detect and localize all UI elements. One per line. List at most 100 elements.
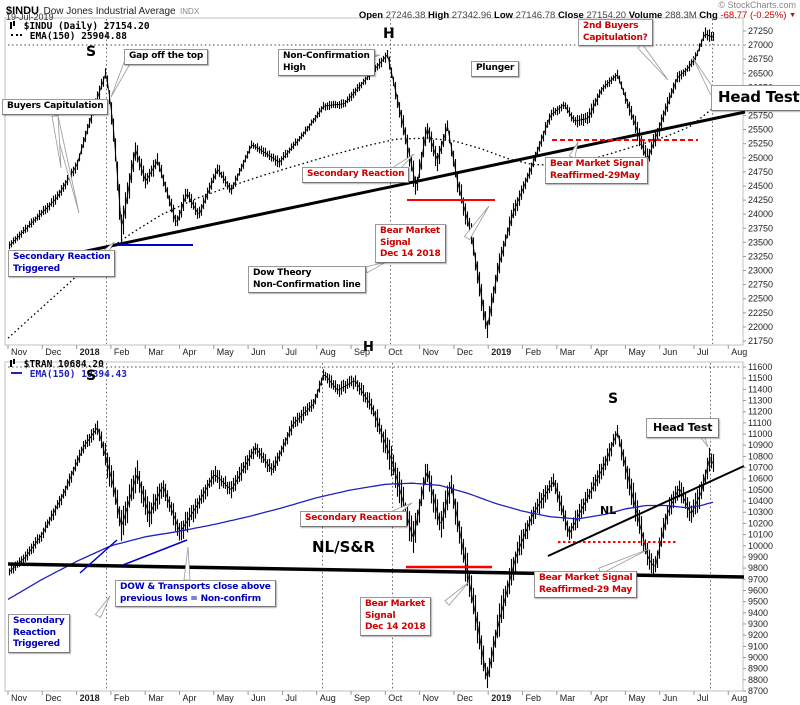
- tran-ema-legend: EMA(150) 10394.43: [11, 369, 127, 380]
- y-tick-label: 27000: [748, 40, 773, 50]
- x-tick-label: Nov: [423, 693, 440, 703]
- x-tick-label: Dec: [45, 693, 62, 703]
- dotted-line-sample-icon: [11, 34, 22, 36]
- x-tick-label: Apr: [183, 693, 197, 703]
- annotation-line: Gap off the top: [129, 51, 204, 61]
- bear-market-reaffirmed-top: Bear Market Signal Reaffirmed-29May: [545, 157, 649, 185]
- chg-down-triangle-icon[interactable]: ▼: [789, 12, 796, 19]
- y-tick-label: 9500: [748, 597, 768, 607]
- bear-market-signal-dec-bottom: Bear Market Signal Dec 14 2018: [360, 597, 431, 637]
- y-tick-label: 10500: [748, 485, 773, 495]
- y-tick-label: 10800: [748, 451, 773, 461]
- annotation-line: Non-Confirmation: [283, 51, 370, 61]
- ema150-line: [7, 482, 714, 600]
- annotation-line: S: [608, 391, 619, 407]
- non-confirm-blue-line-1: [79, 539, 118, 574]
- x-tick-label: Aug: [320, 693, 336, 703]
- annotation-line: Dec 14 2018: [380, 249, 441, 260]
- quote-row: Open 27246.38 High 27342.96 Low 27146.78…: [359, 10, 796, 21]
- annotation-line: S: [86, 368, 97, 384]
- x-tick-label: Mar: [148, 347, 164, 357]
- x-tick-label: Feb: [114, 347, 130, 357]
- y-tick-label: 9700: [748, 574, 768, 584]
- x-tick-label: Jun: [251, 693, 266, 703]
- callout-tail: [94, 595, 111, 619]
- y-tick-label: 27250: [748, 26, 773, 36]
- annotation-line: previous lows = Non-confirm: [120, 593, 261, 604]
- y-tick-label: 10900: [748, 440, 773, 450]
- neckline-rising-trendline: [547, 465, 745, 557]
- chart-type-icon: [9, 21, 16, 29]
- label-s-jan2018: S: [86, 44, 96, 60]
- x-tick-label: Jul: [697, 693, 709, 703]
- chg-label: Chg: [699, 10, 718, 21]
- y-tick-label: 25250: [748, 139, 773, 149]
- close-value: 27154.20: [586, 10, 627, 21]
- high-label: High: [428, 10, 450, 21]
- x-tick-label: Jul: [285, 347, 297, 357]
- dow-theory-non-confirmation-line: Dow Theory Non-Confirmation line: [248, 266, 366, 294]
- x-tick-label: Mar: [148, 693, 164, 703]
- label-h-tran: H: [363, 340, 374, 355]
- x-tick-label: Jun: [663, 347, 678, 357]
- y-tick-label: 10000: [748, 541, 773, 551]
- secondary-reaction-triggered-bottom: Secondary Reaction Triggered: [8, 614, 70, 654]
- x-tick-label: 2019: [491, 347, 511, 357]
- annotation-line: Head Test: [718, 88, 800, 106]
- y-tick-label: 11100: [748, 418, 772, 428]
- x-tick-label: Nov: [423, 347, 440, 357]
- callout-tail: [364, 261, 387, 274]
- x-tick-label: Dec: [45, 347, 62, 357]
- annotation-line: Buyers Capitulation: [7, 101, 104, 111]
- gap-off-the-top: Gap off the top: [124, 49, 209, 65]
- y-tick-label: 23500: [748, 237, 773, 247]
- y-tick-label: 11300: [748, 396, 772, 406]
- y-tick-label: 26750: [748, 54, 773, 64]
- annotation-line: Bear Market Signal: [539, 573, 633, 583]
- non-confirmation-high: Non-Confirmation High: [278, 49, 375, 77]
- y-tick-label: 9900: [748, 552, 768, 562]
- price-midline: [9, 374, 714, 679]
- y-tick-label: 9300: [748, 619, 768, 629]
- annotation-line: Head Test: [653, 421, 713, 434]
- head-test-bottom: Head Test: [646, 418, 720, 439]
- y-tick-label: 22750: [748, 280, 773, 290]
- y-tick-label: 8800: [748, 675, 768, 685]
- y-tick-label: 23000: [748, 266, 773, 276]
- indu-legend: $INDU (Daily) 27154.20: [9, 21, 150, 32]
- annotation-line: Dow Theory: [253, 268, 312, 278]
- annotation-line: Triggered: [13, 263, 60, 274]
- y-tick-label: 25750: [748, 111, 773, 121]
- tran-legend-text: $TRAN 10684.20: [23, 359, 104, 370]
- annotation-line: H: [363, 340, 374, 355]
- x-tick-label: Oct: [388, 347, 403, 357]
- x-tick-label: Jul: [285, 693, 297, 703]
- x-tick-label: Nov: [11, 347, 28, 357]
- x-tick-label: May: [217, 693, 235, 703]
- high-value: 27342.96: [451, 10, 492, 21]
- tran-legend: $TRAN 10684.20: [9, 359, 104, 370]
- open-value: 27246.38: [385, 10, 426, 21]
- bear-market-signal-dec-top: Bear Market Signal Dec 14 2018: [375, 224, 446, 264]
- y-tick-label: 25000: [748, 153, 773, 163]
- bear-market-reaffirmed-bottom: Bear Market Signal Reaffirmed-29 May: [534, 571, 638, 599]
- y-tick-label: 25500: [748, 125, 773, 135]
- y-tick-label: 22500: [748, 294, 773, 304]
- y-tick-label: 23250: [748, 251, 773, 261]
- y-tick-label: 9600: [748, 585, 768, 595]
- x-tick-label: Mar: [560, 347, 576, 357]
- panel-border: [4, 17, 744, 346]
- indu-ema-legend: EMA(150) 25904.88: [11, 31, 127, 42]
- annotation-line: NL: [600, 504, 617, 517]
- y-tick-label: 11000: [748, 429, 772, 439]
- annotation-line: H: [383, 26, 395, 42]
- annotation-line: Bear Market Signal: [550, 159, 644, 169]
- label-h-oct2018: H: [383, 26, 395, 42]
- x-tick-label: Jun: [663, 693, 678, 703]
- second-buyers-capitulation: 2nd Buyers Capitulation?: [578, 19, 653, 47]
- x-tick-label: Aug: [731, 693, 747, 703]
- annotation-line: S: [86, 44, 97, 60]
- label-s-tran-jan2018: S: [86, 368, 96, 384]
